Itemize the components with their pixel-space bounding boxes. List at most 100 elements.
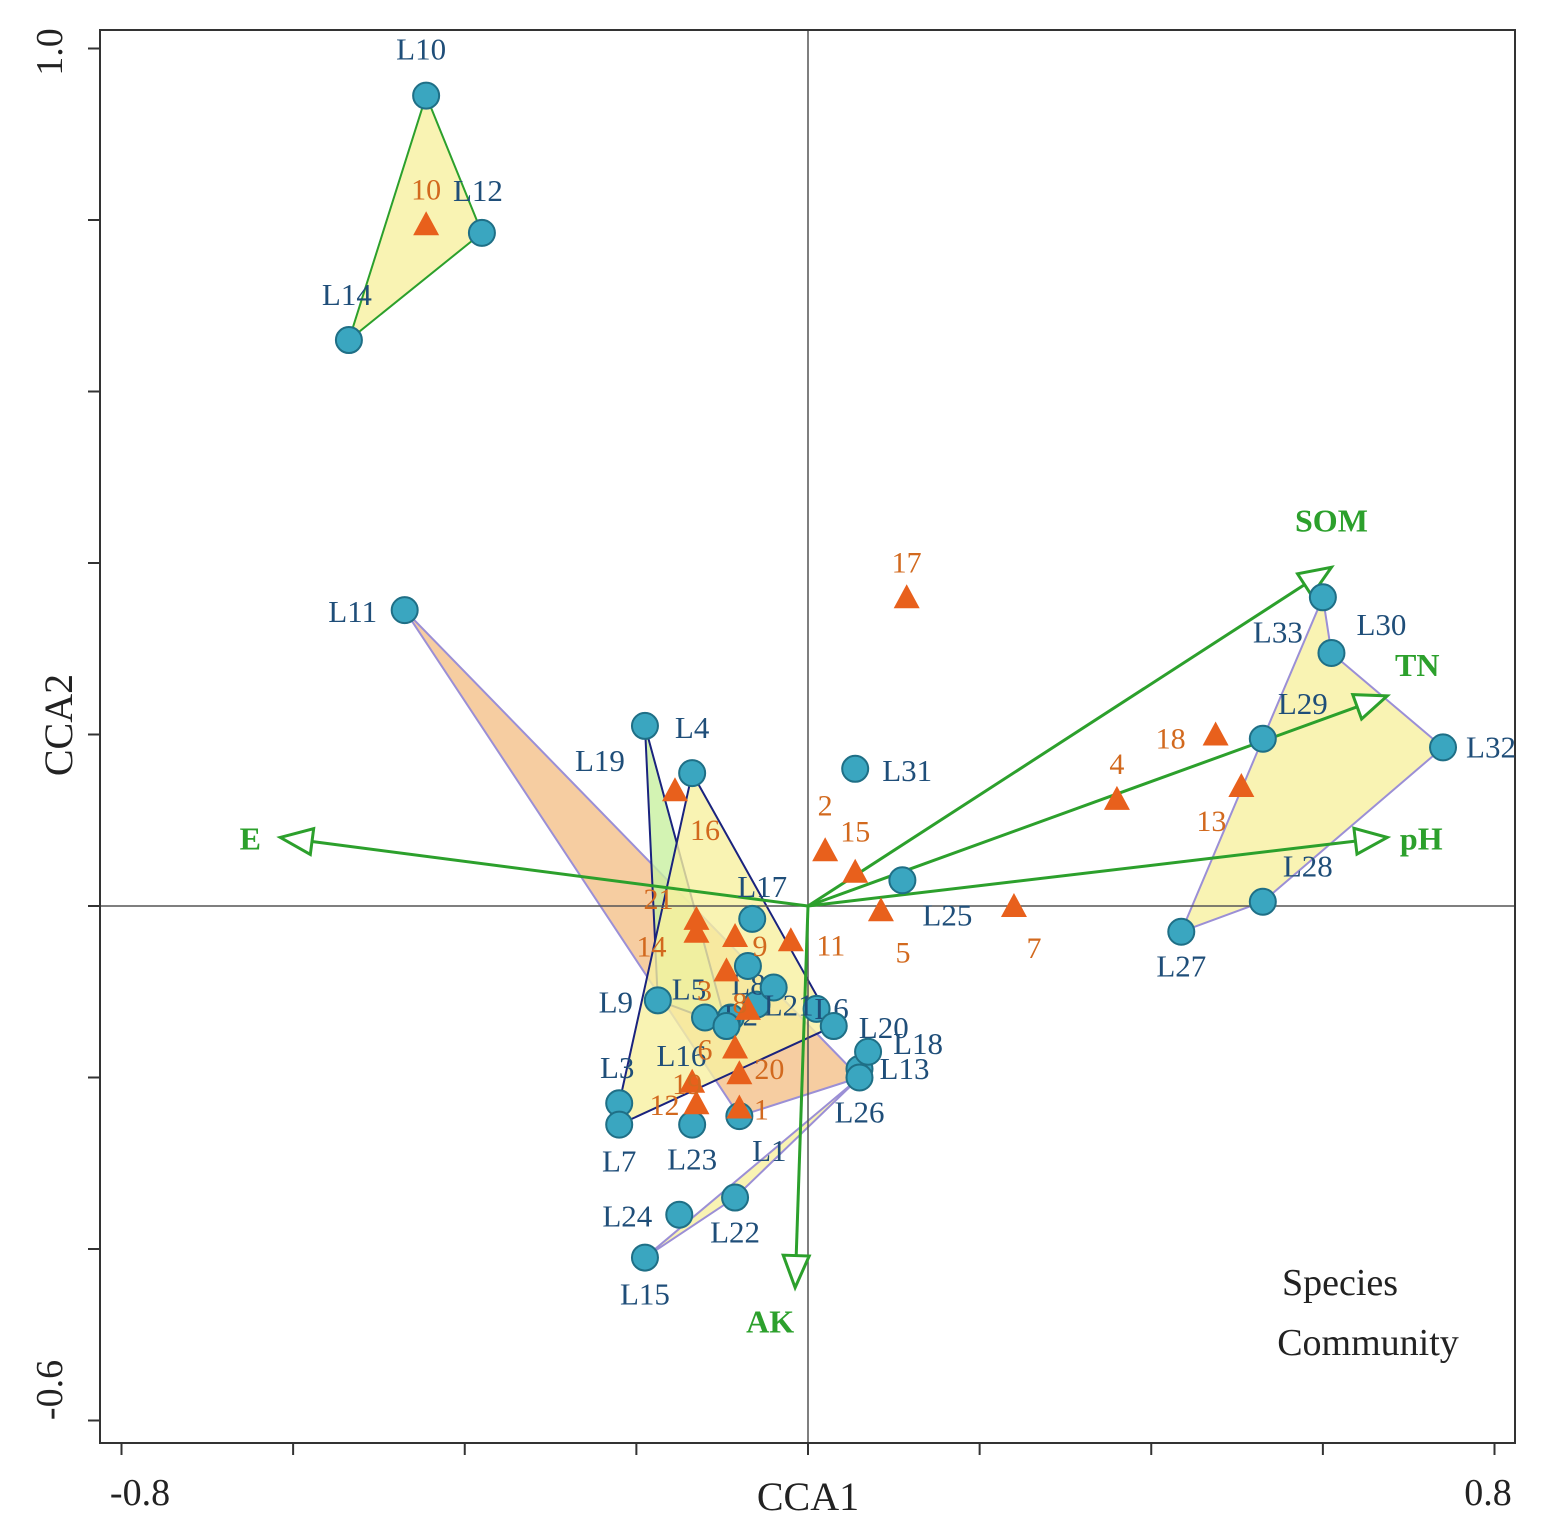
species-point-11 <box>777 927 804 952</box>
species-label-6: 6 <box>698 1033 713 1066</box>
site-label-l30: L30 <box>1356 607 1406 642</box>
species-point-1 <box>726 1094 753 1119</box>
species-point-4 <box>1103 785 1130 810</box>
env-arrow-ak <box>794 905 810 1256</box>
species-label-17: 17 <box>892 546 922 579</box>
community-hulls <box>347 94 1445 1259</box>
site-point-l9 <box>643 986 672 1015</box>
site-label-l7: L7 <box>602 1144 636 1179</box>
x-tick-label-max: 0.8 <box>1464 1472 1512 1514</box>
community-hull-1 <box>347 94 483 342</box>
site-point-l15 <box>630 1243 659 1272</box>
site-point-l20 <box>819 1012 848 1041</box>
env-arrow-ph <box>807 839 1356 908</box>
site-point-l6 <box>802 994 831 1023</box>
species-point-3 <box>713 957 740 982</box>
species-label-9: 9 <box>753 930 768 963</box>
y-tick-label-min: -0.6 <box>29 1360 71 1420</box>
env-arrowhead-ak <box>781 1253 812 1292</box>
species-label-21: 21 <box>643 883 673 916</box>
y-axis-title: CCA2 <box>36 674 81 776</box>
site-label-l31: L31 <box>882 753 932 788</box>
site-point-l12 <box>467 218 496 247</box>
species-point-6 <box>722 1034 749 1059</box>
site-point-l29 <box>1248 724 1277 753</box>
site-points: L1L2L3L4L5L6L7L8L9L10L11L12L13L14L15L16L… <box>322 32 1516 1312</box>
site-label-l13: L13 <box>880 1051 930 1086</box>
site-point-l22 <box>721 1183 750 1212</box>
site-point-l10 <box>412 81 441 110</box>
site-label-l22: L22 <box>710 1215 760 1250</box>
site-label-l16: L16 <box>657 1038 707 1073</box>
env-label-ak: AK <box>746 1304 794 1340</box>
site-point-l32 <box>1429 733 1458 762</box>
site-point-l30 <box>1317 639 1346 668</box>
site-point-l21 <box>759 973 788 1002</box>
site-label-l1: L1 <box>752 1133 786 1168</box>
species-label-1: 1 <box>754 1094 769 1127</box>
community-hull-5 <box>643 1076 861 1259</box>
y-tick-label-max: 1.0 <box>29 28 71 76</box>
site-label-l25: L25 <box>922 897 972 932</box>
species-point-14 <box>683 918 710 943</box>
species-label-12: 12 <box>649 1089 679 1122</box>
site-point-l17 <box>738 904 767 933</box>
site-label-l9: L9 <box>599 984 633 1019</box>
site-label-l20: L20 <box>859 1010 909 1045</box>
env-arrowhead-som <box>1295 565 1335 599</box>
site-label-l18: L18 <box>893 1026 943 1061</box>
legend-community: Community <box>1277 1322 1459 1364</box>
environmental-vectors: SOM TN pH E AK <box>240 502 1443 1339</box>
species-point-17 <box>893 584 920 609</box>
species-label-11: 11 <box>816 929 845 962</box>
env-arrowhead-tn <box>1350 693 1391 722</box>
x-axis-title: CCA1 <box>757 1474 859 1519</box>
env-arrowhead-e <box>276 826 316 857</box>
site-label-l33: L33 <box>1253 614 1303 649</box>
env-arrow-e <box>311 840 809 908</box>
site-label-l23: L23 <box>667 1142 717 1177</box>
site-point-l27 <box>1167 917 1196 946</box>
site-label-l3: L3 <box>600 1050 634 1085</box>
site-label-l27: L27 <box>1156 949 1206 984</box>
species-point-13 <box>1228 772 1255 797</box>
species-point-8 <box>734 995 761 1020</box>
site-point-l11 <box>390 596 419 625</box>
site-point-l28 <box>1248 887 1277 916</box>
species-point-10 <box>413 211 440 236</box>
site-point-l19 <box>630 711 659 740</box>
site-point-l4 <box>678 759 707 788</box>
species-label-20: 20 <box>754 1053 784 1086</box>
species-label-18: 18 <box>1156 723 1186 756</box>
species-label-19: 19 <box>672 1068 702 1101</box>
species-point-2 <box>812 837 839 862</box>
site-label-l29: L29 <box>1278 686 1328 721</box>
site-label-l19: L19 <box>575 743 625 778</box>
site-point-l16 <box>712 1012 741 1041</box>
site-label-l32: L32 <box>1466 729 1516 764</box>
species-label-10: 10 <box>411 173 441 206</box>
species-label-7: 7 <box>1026 932 1041 965</box>
species-label-5: 5 <box>895 936 910 969</box>
species-point-16 <box>661 777 688 802</box>
site-point-l14 <box>334 326 363 355</box>
site-label-l21: L21 <box>764 987 814 1022</box>
species-label-4: 4 <box>1109 748 1124 781</box>
site-point-l25 <box>888 866 917 895</box>
species-label-16: 16 <box>690 814 720 847</box>
axis-ticks <box>88 47 1496 1455</box>
site-label-l17: L17 <box>737 869 787 904</box>
species-point-20 <box>726 1060 753 1085</box>
species-label-3: 3 <box>697 974 712 1007</box>
site-label-l12: L12 <box>453 173 503 208</box>
env-label-ph: pH <box>1400 820 1443 856</box>
site-label-l26: L26 <box>835 1095 885 1130</box>
site-label-l14: L14 <box>322 277 372 312</box>
species-label-15: 15 <box>840 816 870 849</box>
env-label-tn: TN <box>1395 647 1439 683</box>
env-arrowhead-ph <box>1352 826 1392 857</box>
species-label-13: 13 <box>1196 805 1226 838</box>
site-label-l4: L4 <box>675 710 710 745</box>
site-point-l7 <box>605 1110 634 1139</box>
species-label-2: 2 <box>818 789 833 822</box>
